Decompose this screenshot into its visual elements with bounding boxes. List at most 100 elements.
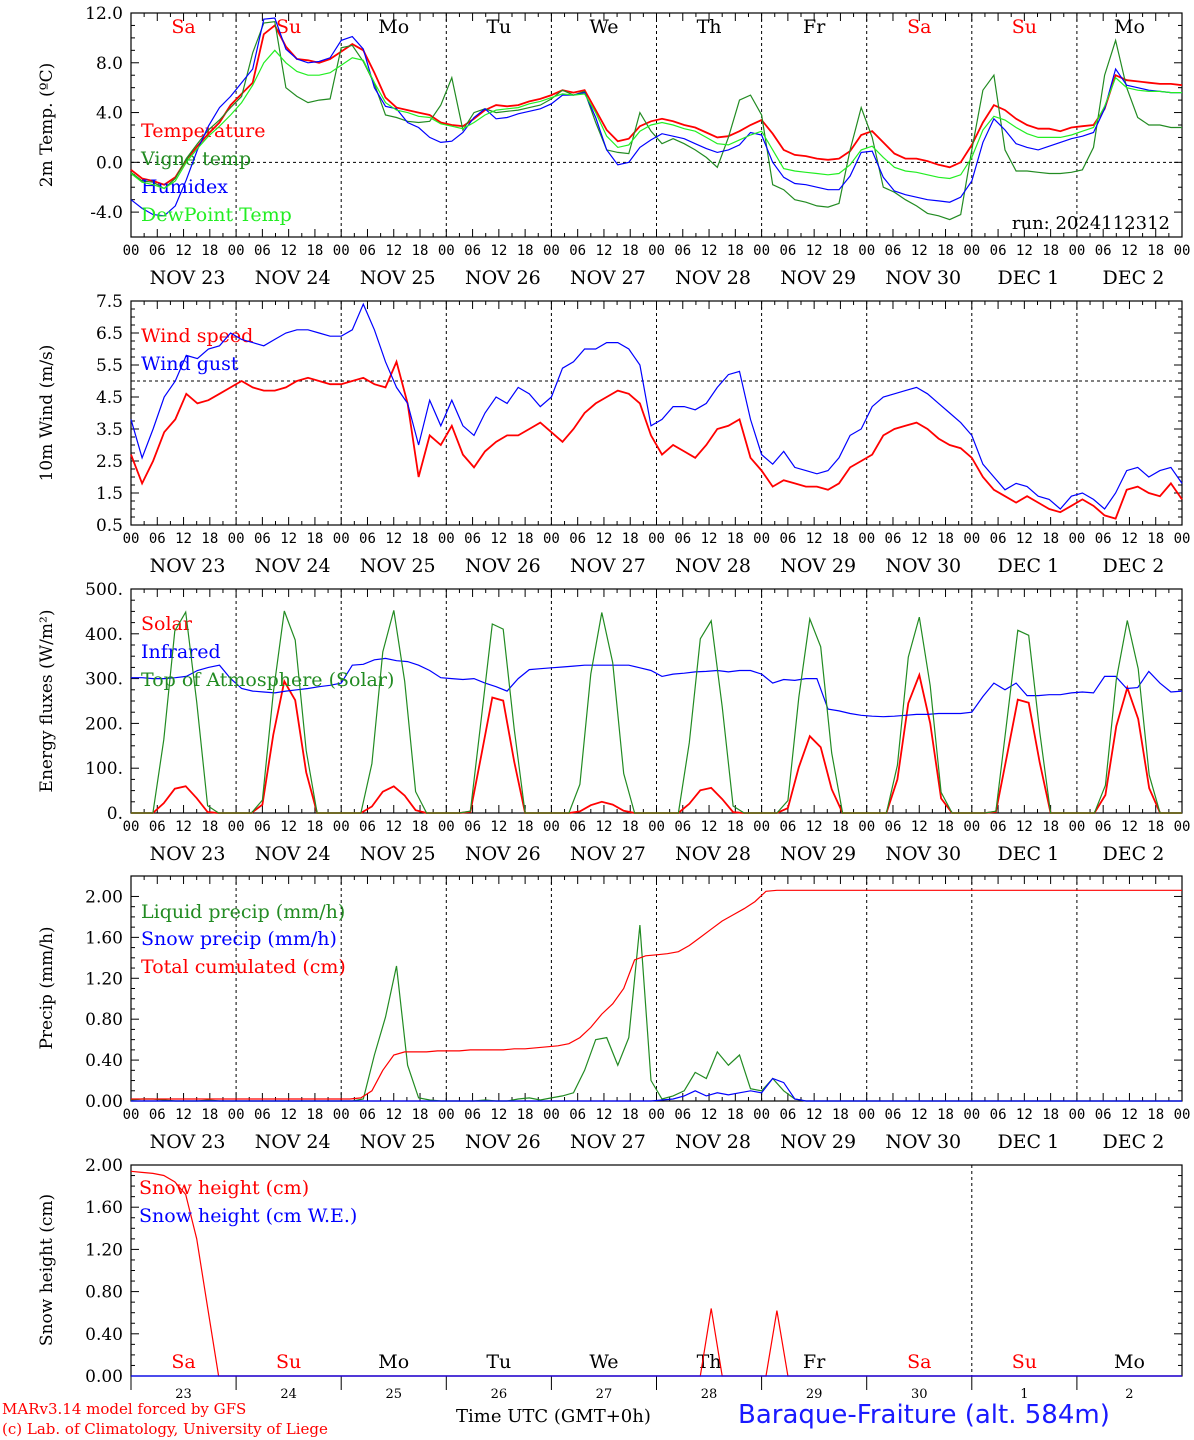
date-label: NOV 29 bbox=[780, 267, 856, 289]
hour-label: 00 bbox=[648, 819, 665, 835]
hour-label: 00 bbox=[1068, 819, 1085, 835]
hour-label: 18 bbox=[832, 819, 849, 835]
hour-label: 12 bbox=[1121, 243, 1138, 259]
hour-label: 00 bbox=[1174, 819, 1191, 835]
model-credit: MARv3.14 model forced by GFS bbox=[2, 1400, 247, 1418]
hour-label: 12 bbox=[1016, 819, 1033, 835]
legend-entry: DewPoint Temp bbox=[141, 204, 292, 226]
weekday-label: Fr bbox=[803, 16, 826, 38]
hour-label: 18 bbox=[1042, 1107, 1059, 1123]
hour-label: 18 bbox=[201, 531, 218, 547]
panel-temp: -4.0 0.0 4.0 8.0 12.0 2m Temp. (ºC) 00 06 12 18 NO… bbox=[37, 4, 1190, 289]
hour-label: 00 bbox=[858, 531, 875, 547]
series-line-wind-gust bbox=[130, 302, 1183, 510]
weekday-label: Mo bbox=[1114, 16, 1145, 38]
hour-label: 00 bbox=[333, 819, 350, 835]
hour-label: 06 bbox=[464, 531, 481, 547]
hour-label: 18 bbox=[1042, 819, 1059, 835]
hour-label: 00 bbox=[1068, 531, 1085, 547]
hour-label: 18 bbox=[937, 531, 954, 547]
day-number-label: 23 bbox=[175, 1387, 192, 1402]
hour-label: 00 bbox=[333, 1107, 350, 1123]
date-label: NOV 28 bbox=[675, 843, 751, 865]
hour-label: 06 bbox=[779, 1107, 796, 1123]
y-tick-label: 1.20 bbox=[85, 969, 123, 989]
hour-label: 18 bbox=[1147, 819, 1164, 835]
date-label: DEC 2 bbox=[1103, 267, 1165, 289]
hour-label: 12 bbox=[701, 1107, 718, 1123]
hour-label: 00 bbox=[753, 819, 770, 835]
hour-label: 00 bbox=[963, 531, 980, 547]
hour-label: 18 bbox=[517, 243, 534, 259]
hour-label: 06 bbox=[779, 243, 796, 259]
y-tick-label: 0.5 bbox=[96, 516, 123, 536]
hour-label: 18 bbox=[201, 243, 218, 259]
hour-label: 06 bbox=[359, 1107, 376, 1123]
weekday-label: Tu bbox=[486, 1351, 511, 1373]
hour-label: 00 bbox=[1174, 1107, 1191, 1123]
hour-label: 00 bbox=[543, 531, 560, 547]
hour-label: 12 bbox=[806, 819, 823, 835]
hour-label: 18 bbox=[306, 243, 323, 259]
hour-label: 12 bbox=[596, 1107, 613, 1123]
date-label: NOV 25 bbox=[360, 555, 436, 577]
hour-label: 12 bbox=[175, 531, 192, 547]
y-axis-label: 10m Wind (m/s) bbox=[37, 345, 57, 482]
y-axis-label: 2m Temp. (ºC) bbox=[37, 63, 57, 188]
y-tick-label: 5.5 bbox=[96, 356, 123, 376]
date-label: NOV 26 bbox=[465, 267, 541, 289]
hour-label: 06 bbox=[569, 1107, 586, 1123]
y-tick-label: 500. bbox=[85, 580, 123, 600]
hour-label: 12 bbox=[385, 819, 402, 835]
hour-label: 00 bbox=[228, 531, 245, 547]
hour-label: 06 bbox=[779, 819, 796, 835]
date-label: DEC 2 bbox=[1103, 1131, 1165, 1153]
hour-label: 12 bbox=[490, 1107, 507, 1123]
hour-label: 06 bbox=[990, 243, 1007, 259]
hour-label: 12 bbox=[280, 531, 297, 547]
hour-label: 18 bbox=[832, 1107, 849, 1123]
hour-label: 00 bbox=[438, 243, 455, 259]
legend-entry: Infrared bbox=[141, 641, 221, 663]
weekday-label: Sa bbox=[907, 16, 931, 38]
hour-label: 12 bbox=[490, 243, 507, 259]
panel-snow: 0.00 0.40 0.80 1.20 1.60 2.00 Snow height (cm)… bbox=[37, 1156, 1183, 1402]
hour-label: 06 bbox=[885, 531, 902, 547]
hour-label: 06 bbox=[359, 243, 376, 259]
hour-label: 12 bbox=[911, 531, 928, 547]
date-label: NOV 25 bbox=[360, 267, 436, 289]
series-line-total-cumulated-cm- bbox=[131, 889, 1182, 1100]
hour-label: 18 bbox=[727, 243, 744, 259]
hour-label: 00 bbox=[963, 1107, 980, 1123]
date-label: NOV 29 bbox=[780, 843, 856, 865]
y-tick-label: 1.5 bbox=[96, 484, 123, 504]
y-tick-label: 2.5 bbox=[96, 452, 123, 472]
hour-label: 00 bbox=[438, 1107, 455, 1123]
date-label: NOV 30 bbox=[885, 1131, 961, 1153]
hour-label: 00 bbox=[648, 243, 665, 259]
date-label: NOV 24 bbox=[255, 1131, 331, 1153]
series-line-humidex bbox=[130, 17, 1182, 217]
hour-label: 06 bbox=[254, 819, 271, 835]
y-tick-label: 0.40 bbox=[85, 1051, 123, 1071]
y-tick-label: 4.5 bbox=[96, 388, 123, 408]
hour-label: 06 bbox=[885, 819, 902, 835]
date-label: NOV 23 bbox=[150, 843, 226, 865]
hour-label: 12 bbox=[175, 1107, 192, 1123]
date-label: DEC 1 bbox=[997, 267, 1059, 289]
legend-entry: Liquid precip (mm/h) bbox=[141, 901, 345, 923]
date-label: NOV 25 bbox=[360, 1131, 436, 1153]
legend-entry: Vigne temp bbox=[140, 148, 251, 170]
hour-label: 00 bbox=[123, 243, 140, 259]
y-tick-label: 0.00 bbox=[85, 1092, 123, 1112]
hour-label: 00 bbox=[858, 243, 875, 259]
time-axis-label: Time UTC (GMT+0h) bbox=[456, 1406, 651, 1427]
hour-label: 12 bbox=[280, 1107, 297, 1123]
hour-label: 06 bbox=[149, 531, 166, 547]
date-label: NOV 29 bbox=[780, 555, 856, 577]
hour-label: 18 bbox=[1147, 1107, 1164, 1123]
hour-label: 00 bbox=[123, 531, 140, 547]
hour-label: 00 bbox=[858, 819, 875, 835]
date-label: NOV 23 bbox=[150, 1131, 226, 1153]
